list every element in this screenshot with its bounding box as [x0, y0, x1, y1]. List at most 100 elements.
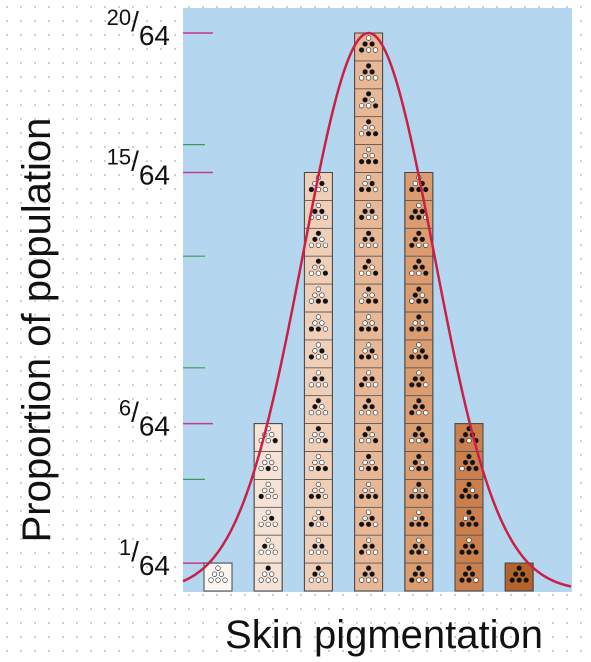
allele-dot-light	[258, 521, 264, 527]
allele-dot-light	[409, 465, 415, 472]
allele-dot-light	[319, 236, 325, 242]
allele-dot-dark	[359, 214, 365, 220]
allele-dot-light	[373, 47, 379, 53]
allele-dot-dark	[419, 348, 425, 354]
allele-dot-dark	[416, 565, 422, 571]
bar	[354, 32, 384, 592]
allele-dot-light	[322, 214, 329, 220]
allele-dot-dark	[315, 230, 322, 236]
allele-dot-dark	[265, 565, 271, 571]
allele-dot-dark	[265, 465, 271, 472]
allele-dot-dark	[409, 242, 415, 248]
allele-dot-dark	[412, 432, 418, 438]
allele-dot-dark	[459, 577, 465, 583]
allele-dot-dark	[366, 493, 372, 500]
allele-dot-light	[262, 487, 268, 494]
y-tick-numerator: 20	[107, 5, 131, 30]
allele-dot-dark	[466, 549, 472, 555]
allele-dot-light	[359, 131, 365, 137]
allele-dot-dark	[315, 398, 322, 404]
allele-dot-dark	[312, 404, 318, 410]
allele-dot-light	[366, 35, 372, 41]
allele-dot-dark	[373, 159, 379, 165]
allele-dot-light	[373, 242, 379, 248]
allele-dot-light	[366, 242, 372, 248]
bar	[404, 172, 434, 592]
allele-dot-light	[315, 521, 322, 527]
allele-dot-light	[369, 292, 375, 298]
allele-dot-light	[416, 509, 422, 515]
allele-dot-dark	[473, 465, 479, 472]
allele-dot-light	[315, 354, 322, 360]
allele-dot-light	[419, 320, 425, 326]
allele-dot-light	[423, 382, 429, 388]
allele-dot-dark	[466, 465, 472, 472]
allele-dot-light	[412, 487, 418, 494]
allele-dot-light	[315, 410, 322, 416]
allele-dot-dark	[308, 186, 315, 193]
allele-dot-light	[359, 410, 365, 416]
allele-dot-dark	[362, 571, 368, 577]
allele-dot-dark	[409, 326, 415, 332]
allele-dot-light	[319, 264, 325, 270]
allele-dot-light	[315, 342, 322, 348]
allele-dot-dark	[319, 180, 325, 187]
allele-dot-dark	[362, 69, 368, 75]
allele-dot-light	[312, 292, 318, 298]
allele-dot-dark	[269, 515, 275, 521]
allele-dot-light	[373, 214, 379, 220]
distribution-curve	[182, 31, 572, 588]
allele-dot-light	[315, 382, 322, 388]
x-axis-title: Skin pigmentation	[225, 613, 543, 657]
y-tick-numerator: 1	[119, 535, 131, 560]
allele-dot-light	[362, 320, 368, 326]
allele-dot-light	[416, 342, 422, 348]
allele-dot-light	[369, 487, 375, 494]
allele-dot-dark	[362, 376, 368, 382]
allele-dot-dark	[359, 549, 365, 555]
allele-dot-light	[308, 410, 315, 416]
allele-dot-light	[315, 577, 322, 583]
y-tick-numerator: 15	[107, 145, 131, 170]
allele-dot-light	[322, 186, 329, 193]
allele-dot-light	[412, 515, 418, 521]
allele-dot-dark	[373, 465, 379, 472]
allele-dot-dark	[412, 404, 418, 410]
allele-dot-dark	[419, 432, 425, 438]
allele-dot-dark	[423, 326, 429, 332]
allele-dot-dark	[416, 426, 422, 432]
allele-dot-dark	[412, 236, 418, 242]
allele-dot-dark	[466, 453, 472, 460]
allele-dot-light	[373, 354, 379, 360]
allele-dot-dark	[419, 264, 425, 270]
allele-dot-light	[366, 314, 372, 320]
allele-dot-light	[319, 487, 325, 494]
allele-dot-light	[369, 264, 375, 270]
allele-dot-dark	[423, 186, 429, 193]
allele-dot-dark	[416, 326, 422, 332]
allele-dot-light	[366, 438, 372, 444]
y-tick-numerator: 6	[119, 396, 131, 421]
allele-dot-light	[362, 292, 368, 298]
allele-dot-dark	[319, 348, 325, 354]
allele-dot-light	[312, 348, 318, 354]
allele-dot-dark	[366, 131, 372, 137]
allele-dot-dark	[315, 426, 322, 432]
allele-dot-light	[319, 404, 325, 410]
allele-dot-light	[373, 549, 379, 555]
allele-dot-dark	[369, 41, 375, 47]
allele-dot-light	[215, 565, 221, 571]
allele-dot-dark	[366, 230, 372, 236]
allele-dot-dark	[469, 571, 476, 577]
allele-dot-light	[319, 571, 325, 577]
y-tick-denominator: 64	[139, 160, 170, 191]
allele-dot-dark	[366, 298, 372, 304]
y-tick-label: 15/64	[107, 145, 170, 191]
allele-dot-light	[359, 103, 365, 109]
allele-dot-dark	[416, 481, 422, 488]
allele-dot-light	[359, 438, 365, 444]
allele-dot-dark	[412, 208, 418, 214]
allele-dot-light	[362, 515, 368, 521]
allele-dot-light	[423, 549, 429, 555]
